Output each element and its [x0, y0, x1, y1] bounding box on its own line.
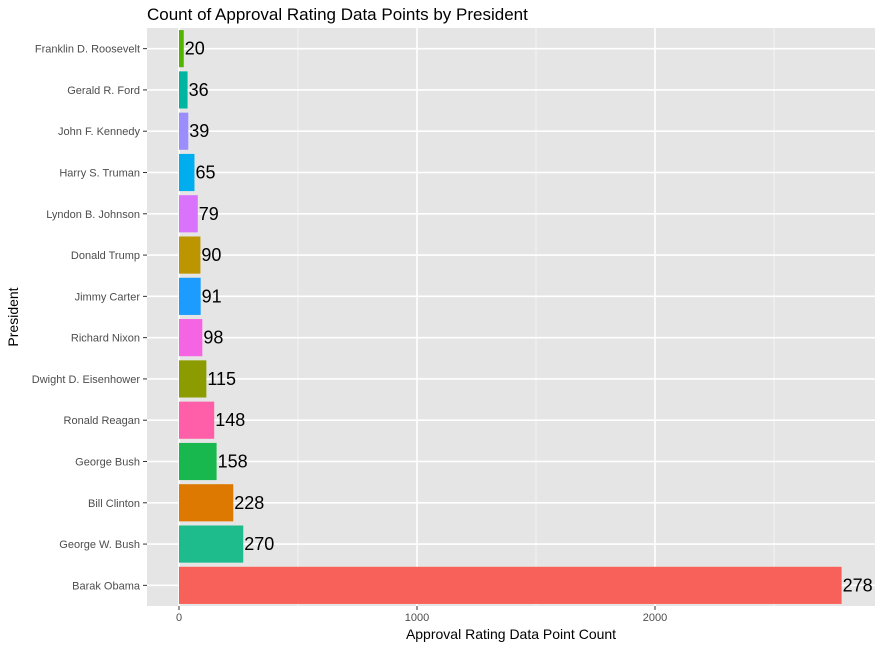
- major-gridlines: [147, 28, 875, 606]
- y-tick-label: Bill Clinton: [88, 498, 140, 510]
- y-axis-title: President: [5, 287, 21, 346]
- data-label: 36: [189, 80, 209, 100]
- bar: [179, 401, 215, 439]
- y-tick-label: Lyndon B. Johnson: [46, 209, 140, 221]
- x-axis: 0 1000 2000: [176, 606, 667, 624]
- bar: [179, 566, 842, 604]
- plot-panel: [147, 28, 875, 606]
- data-label: 79: [199, 204, 219, 224]
- y-tick-label: Jimmy Carter: [75, 291, 141, 303]
- bar: [179, 112, 189, 150]
- data-label: 98: [203, 328, 223, 348]
- bar: [179, 30, 184, 68]
- y-tick-label: George Bush: [75, 457, 140, 469]
- y-tick-label: Barak Obama: [72, 580, 141, 592]
- bar: [179, 236, 201, 274]
- data-label: 115: [207, 369, 236, 389]
- y-tick-label: John F. Kennedy: [58, 126, 140, 138]
- y-tick-label: Dwight D. Eisenhower: [32, 374, 141, 386]
- y-tick-label: Franklin D. Roosevelt: [35, 44, 140, 56]
- bar: [179, 360, 207, 398]
- data-label: 148: [215, 410, 245, 430]
- bar: [179, 442, 217, 481]
- data-label: 39: [189, 121, 209, 141]
- y-tick-label: George W. Bush: [59, 539, 140, 551]
- y-tick-label: Harry S. Truman: [59, 168, 140, 180]
- bar: [179, 71, 188, 109]
- x-axis-title: Approval Rating Data Point Count: [406, 626, 616, 642]
- x-tick-label: 1000: [405, 612, 429, 624]
- data-label: 158: [218, 452, 248, 472]
- y-tick-label: Donald Trump: [71, 250, 140, 262]
- data-labels: 20 36 39 65 79 90 91 98 115 148 158 228 270 278: [185, 39, 873, 596]
- data-label: 91: [202, 286, 222, 306]
- data-label: 90: [201, 245, 221, 265]
- y-tick-label: Richard Nixon: [71, 333, 140, 345]
- data-label: 65: [195, 163, 215, 183]
- bars: [179, 30, 842, 604]
- bar: [179, 484, 234, 522]
- bar: [179, 319, 203, 357]
- x-tick-label: 2000: [643, 612, 667, 624]
- data-label: 228: [234, 493, 264, 513]
- chart-title: Count of Approval Rating Data Points by …: [147, 5, 528, 24]
- minor-gridlines: [297, 28, 775, 606]
- bar: [179, 195, 198, 233]
- y-axis: Franklin D. Roosevelt Gerald R. Ford John …: [32, 44, 147, 592]
- bar: [179, 525, 244, 563]
- y-tick-label: Gerald R. Ford: [67, 85, 140, 97]
- data-label: 270: [244, 534, 274, 554]
- data-label: 20: [185, 39, 205, 59]
- data-label: 278: [843, 575, 873, 595]
- bar: [179, 277, 201, 315]
- y-tick-label: Ronald Reagan: [64, 415, 140, 427]
- bar: [179, 153, 195, 192]
- x-tick-label: 0: [176, 612, 182, 624]
